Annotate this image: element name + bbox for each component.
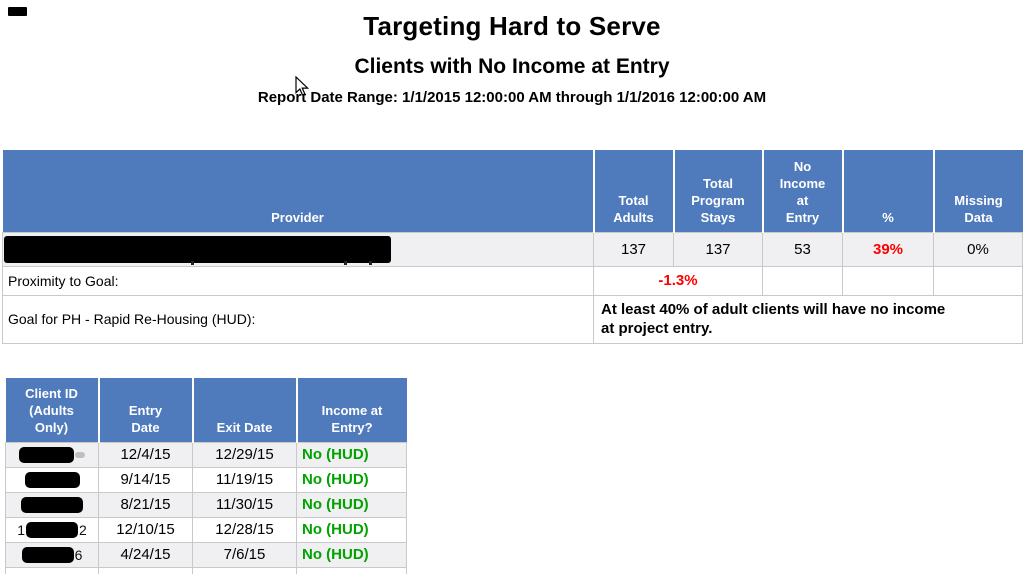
- client-id-visible-prefix: 1: [17, 521, 25, 538]
- redaction-bar: [21, 546, 74, 563]
- missing-data-value: 0%: [933, 231, 1023, 267]
- column-header-entry-date: Entry Date: [98, 378, 194, 442]
- goal-row: Goal for PH - Rapid Re-Housing (HUD): At…: [2, 294, 1023, 344]
- client-detail-table: Client ID (Adults Only) Entry Date Exit …: [5, 378, 407, 574]
- total-program-stays-value: 137: [673, 231, 763, 267]
- table-row: 9/14/15 11/19/15 No (HUD): [5, 466, 407, 493]
- empty-cell: [933, 265, 1023, 296]
- client-id-cell: 6: [5, 541, 99, 568]
- page-subtitle: Clients with No Income at Entry: [354, 55, 670, 78]
- client-id-visible-suffix: 6: [74, 546, 83, 563]
- empty-cell: [192, 566, 297, 574]
- percent-value: 39%: [842, 231, 934, 267]
- redaction-bar: [19, 446, 74, 463]
- column-header-income-at-entry: Income at Entry?: [296, 378, 407, 442]
- redaction-bar: [24, 471, 80, 488]
- income-at-entry-value: No (HUD): [296, 491, 407, 518]
- redaction-speck: [369, 260, 372, 265]
- goal-text: At least 40% of adult clients will have …: [593, 294, 1023, 344]
- redaction-bar: [4, 235, 391, 263]
- column-header-provider: Provider: [2, 150, 595, 232]
- goal-label: Goal for PH - Rapid Re-Housing (HUD):: [2, 294, 594, 344]
- redaction-smudge: [75, 451, 85, 458]
- exit-date-value: 11/30/15: [192, 491, 297, 518]
- entry-date-value: 4/24/15: [98, 541, 193, 568]
- provider-summary-table: Provider Total Adults Total Program Stay…: [2, 150, 1023, 344]
- proximity-label: Proximity to Goal:: [2, 265, 594, 296]
- column-header-missing-data: Missing Data: [933, 150, 1023, 232]
- provider-name-cell: [2, 231, 594, 267]
- client-id-visible-suffix: 2: [79, 521, 87, 538]
- redaction-bar: [26, 521, 78, 538]
- entry-date-value: 12/10/15: [98, 516, 193, 543]
- client-id-cell: 1 2: [5, 516, 99, 543]
- column-header-exit-date: Exit Date: [192, 378, 298, 442]
- total-adults-value: 137: [593, 231, 674, 267]
- redaction-bar: [21, 496, 83, 513]
- client-header-row: Client ID (Adults Only) Entry Date Exit …: [5, 378, 407, 442]
- redaction-speck: [191, 260, 194, 265]
- exit-date-value: 11/19/15: [192, 466, 297, 493]
- entry-date-value: 12/4/15: [98, 441, 193, 468]
- exit-date-value: 7/6/15: [192, 541, 297, 568]
- column-header-no-income-at-entry: No Income at Entry: [762, 150, 844, 232]
- entry-date-value: 9/14/15: [98, 466, 193, 493]
- proximity-to-goal-row: Proximity to Goal: -1.3%: [2, 265, 1023, 296]
- table-row-partial: [5, 566, 407, 574]
- report-date-range: Report Date Range: 1/1/2015 12:00:00 AM …: [257, 89, 767, 106]
- income-at-entry-value: No (HUD): [296, 441, 407, 468]
- client-id-cell: [5, 466, 99, 493]
- income-at-entry-value: No (HUD): [296, 516, 407, 543]
- table-row: 6 4/24/15 7/6/15 No (HUD): [5, 541, 407, 568]
- empty-cell: [842, 265, 934, 296]
- column-header-client-id: Client ID (Adults Only): [5, 378, 100, 442]
- client-id-cell: [5, 441, 99, 468]
- client-id-cell: [5, 491, 99, 518]
- redaction-speck: [344, 260, 347, 265]
- client-id-cell: [5, 566, 99, 574]
- exit-date-value: 12/29/15: [192, 441, 297, 468]
- exit-date-value: 12/28/15: [192, 516, 297, 543]
- summary-header-row: Provider Total Adults Total Program Stay…: [2, 150, 1023, 232]
- income-at-entry-value: No (HUD): [296, 541, 407, 568]
- entry-date-value: 8/21/15: [98, 491, 193, 518]
- table-row: 1 2 12/10/15 12/28/15 No (HUD): [5, 516, 407, 543]
- mouse-cursor-icon: [295, 76, 310, 96]
- empty-cell: [296, 566, 407, 574]
- empty-cell: [762, 265, 843, 296]
- empty-cell: [98, 566, 193, 574]
- column-header-percent: %: [842, 150, 935, 232]
- proximity-value: -1.3%: [593, 265, 763, 296]
- column-header-total-adults: Total Adults: [593, 150, 675, 232]
- page-title: Targeting Hard to Serve: [363, 11, 661, 41]
- redaction-mark: [8, 7, 27, 16]
- income-at-entry-value: No (HUD): [296, 466, 407, 493]
- provider-data-row: 137 137 53 39% 0%: [2, 231, 1023, 267]
- table-row: 8/21/15 11/30/15 No (HUD): [5, 491, 407, 518]
- table-row: 12/4/15 12/29/15 No (HUD): [5, 441, 407, 468]
- no-income-at-entry-value: 53: [762, 231, 843, 267]
- column-header-total-program-stays: Total Program Stays: [673, 150, 764, 232]
